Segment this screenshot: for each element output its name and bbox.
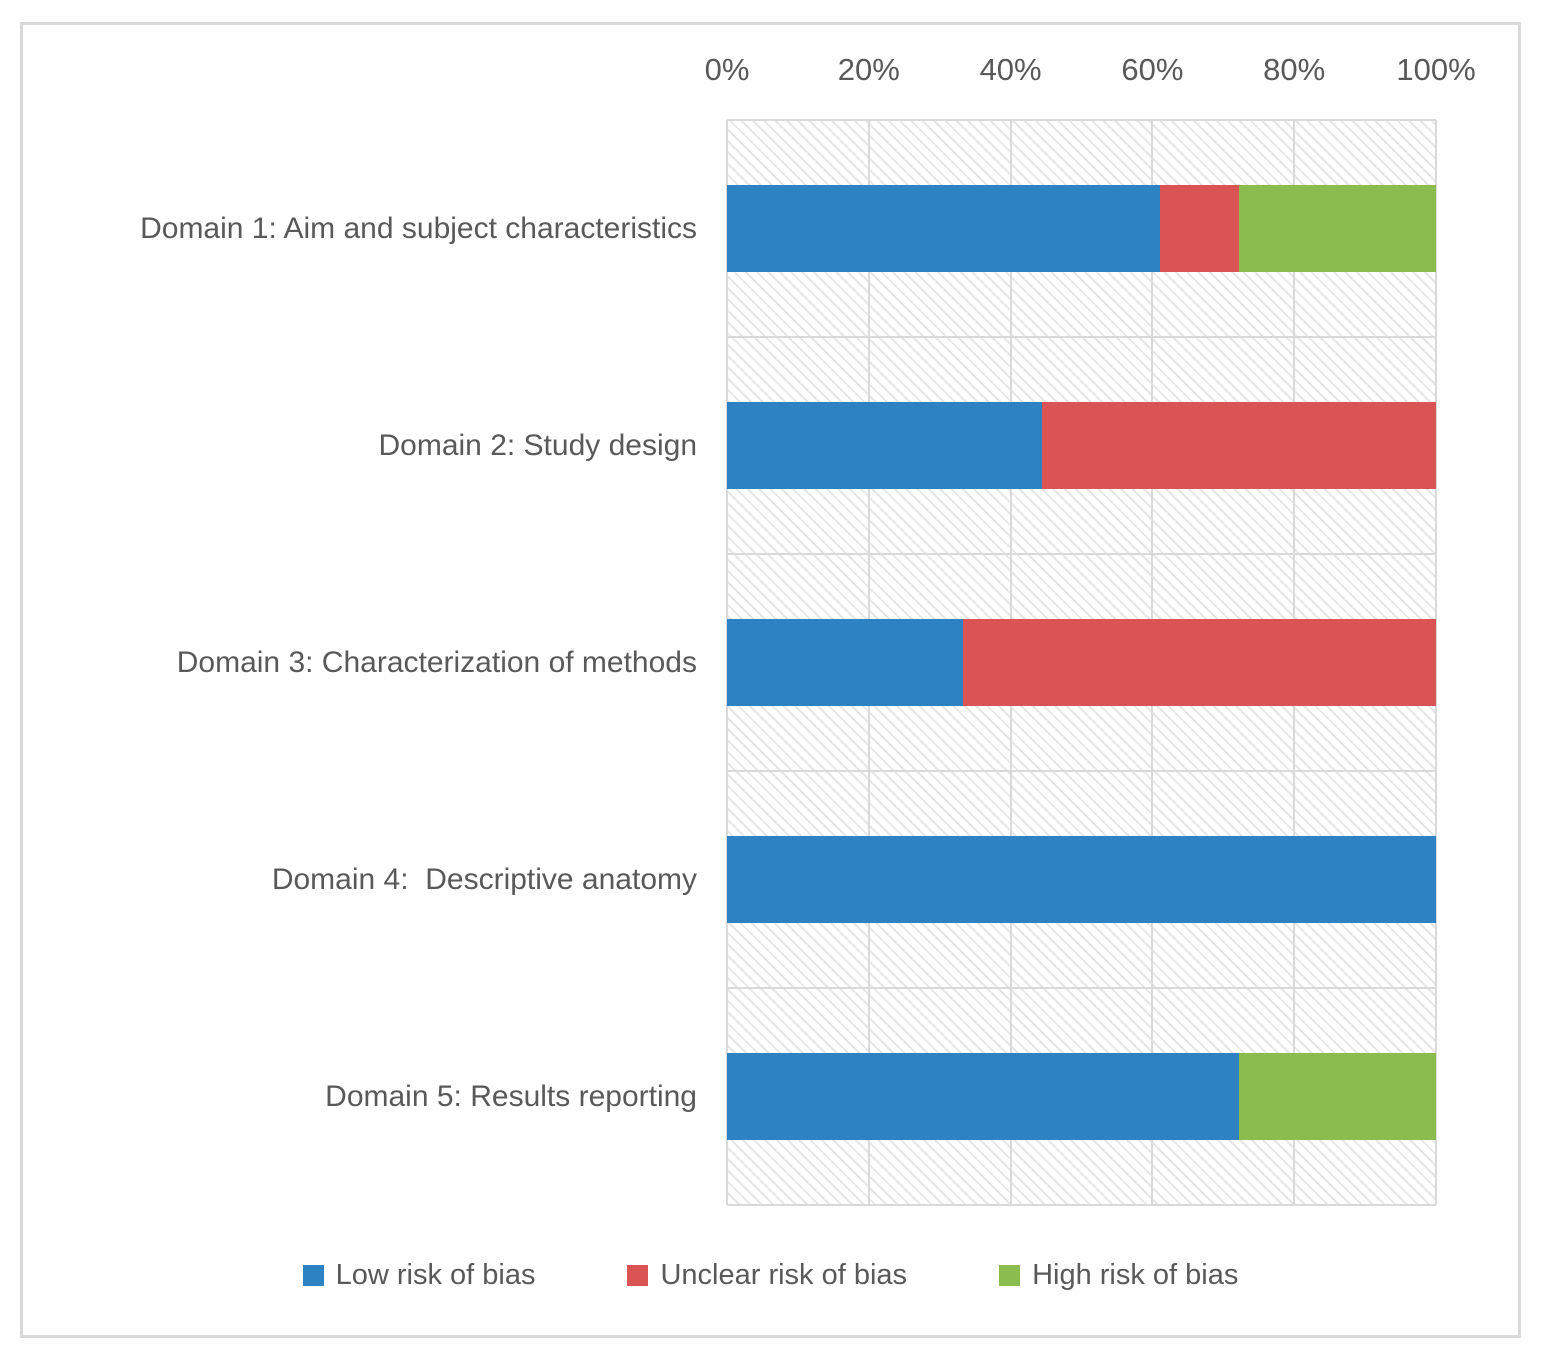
- bar-segment: [1238, 1053, 1436, 1140]
- legend-label: Unclear risk of bias: [660, 1259, 908, 1291]
- legend-item: Low risk of bias: [302, 1258, 536, 1292]
- horizontal-gridline: [727, 770, 1436, 772]
- category-label: Domain 2: Study design: [378, 428, 697, 462]
- legend-item: High risk of bias: [999, 1258, 1238, 1292]
- bar-row: [727, 1053, 1436, 1140]
- bar-segment: [963, 619, 1436, 706]
- bar-segment: [727, 619, 964, 706]
- legend-item: Unclear risk of bias: [627, 1258, 907, 1292]
- x-axis-tick-label: 0%: [704, 52, 750, 87]
- legend-marker-icon: [302, 1264, 324, 1286]
- legend-label: Low risk of bias: [335, 1259, 536, 1291]
- legend-marker-icon: [999, 1264, 1021, 1286]
- x-axis-tick-label: 40%: [979, 52, 1042, 87]
- figure-border: [20, 22, 1521, 1338]
- bar-segment: [727, 836, 1436, 923]
- x-axis-tick-label: 80%: [1263, 52, 1326, 87]
- category-label: Domain 3: Characterization of methods: [176, 645, 697, 679]
- bar-row: [727, 402, 1436, 489]
- plot-area: [726, 119, 1437, 1206]
- category-label: Domain 5: Results reporting: [325, 1079, 697, 1113]
- legend-label: High risk of bias: [1032, 1259, 1239, 1291]
- bar-segment: [1160, 185, 1239, 272]
- x-axis-tick-label: 20%: [837, 52, 900, 87]
- vertical-gridline: [1435, 120, 1437, 1205]
- bar-row: [727, 836, 1436, 923]
- horizontal-gridline: [727, 1204, 1436, 1206]
- x-axis-tick-label: 100%: [1396, 52, 1476, 87]
- horizontal-gridline: [727, 336, 1436, 338]
- category-label: Domain 1: Aim and subject characteristic…: [140, 211, 697, 245]
- category-label: Domain 4: Descriptive anatomy: [271, 862, 697, 896]
- bar-segment: [727, 185, 1161, 272]
- bar-segment: [727, 402, 1042, 489]
- bar-segment: [1041, 402, 1436, 489]
- x-axis-tick-label: 60%: [1121, 52, 1184, 87]
- horizontal-gridline: [727, 987, 1436, 989]
- legend: Low risk of bias Unclear risk of bias High…: [20, 1258, 1521, 1292]
- bar-row: [727, 619, 1436, 706]
- legend-marker-icon: [627, 1264, 649, 1286]
- bar-segment: [727, 1053, 1239, 1140]
- horizontal-gridline: [727, 119, 1436, 121]
- bar-segment: [1238, 185, 1436, 272]
- horizontal-gridline: [727, 553, 1436, 555]
- bar-row: [727, 185, 1436, 272]
